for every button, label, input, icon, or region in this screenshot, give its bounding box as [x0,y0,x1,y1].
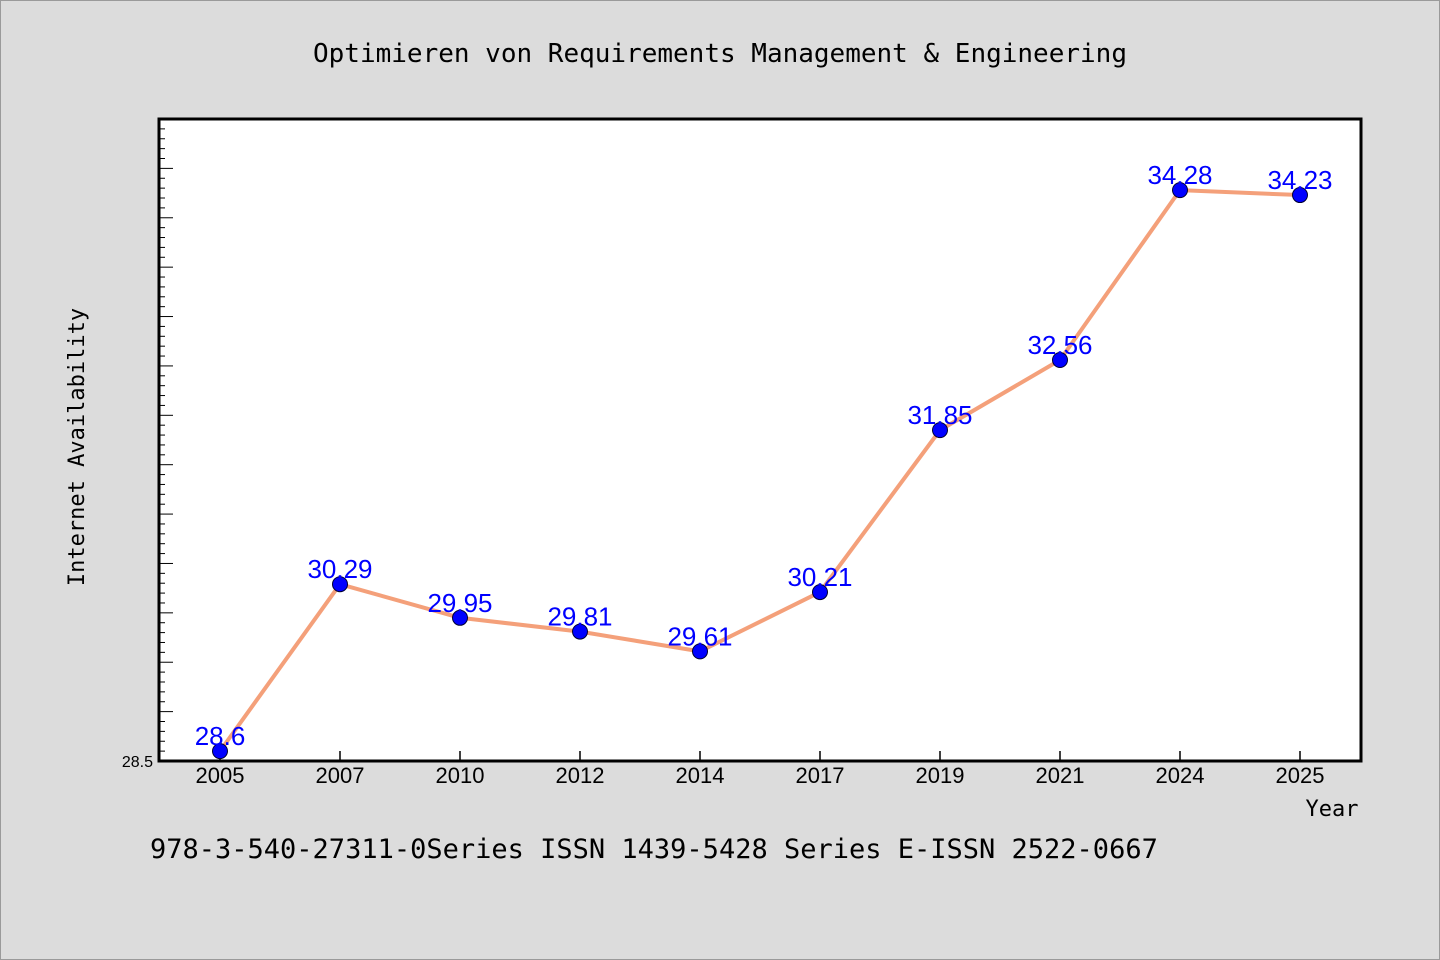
series-line [218,188,1301,753]
data-markers [212,182,1308,760]
y-axis-label: Internet Availability [65,308,90,586]
data-label: 32.56 [1027,330,1092,360]
data-labels: 28.6 30.29 29.95 29.81 29.61 30.21 31.85 32.56 3… [195,160,1333,751]
x-tick-label: 2005 [196,763,245,788]
data-label: 29.95 [427,588,492,618]
data-point [1292,187,1308,204]
data-label: 29.81 [547,602,612,632]
x-tick-label: 2014 [676,763,725,788]
data-point [812,584,828,601]
plot-area [157,117,1363,763]
data-point [332,576,348,593]
x-tick-label: 2012 [556,763,605,788]
data-point [452,609,468,626]
chart-title: Optimieren von Requirements Management &… [313,39,1127,69]
data-label: 31.85 [907,400,972,430]
data-label: 34.23 [1267,165,1332,195]
data-point [932,422,948,439]
x-tick-label: 2017 [796,763,845,788]
x-axis-label: Year [1306,797,1359,822]
x-tick-label: 2019 [916,763,965,788]
y-axis-tick-labels: 28.5 [122,754,153,771]
y-minor-ticks [159,118,173,762]
x-tick-label: 2024 [1156,763,1205,788]
data-label: 34.28 [1147,160,1212,190]
data-label: 30.21 [787,562,852,592]
x-tick-label: 2007 [316,763,365,788]
x-tick-label: 2010 [436,763,485,788]
x-tick-label: 2025 [1276,763,1325,788]
data-label: 29.61 [667,621,732,651]
data-label: 28.6 [195,721,246,751]
y-tick-label: 28.5 [122,754,153,771]
x-axis-tick-labels: 2005 2007 2010 2012 2014 2017 2019 2021 2024 2025 [196,763,1325,788]
data-point [1052,351,1068,368]
data-point [692,643,708,660]
x-tick-label: 2021 [1036,763,1085,788]
data-point [212,743,228,760]
footer-text: 978-3-540-27311-0Series ISSN 1439-5428 S… [150,834,1158,865]
data-point [1172,182,1188,199]
data-label: 30.29 [307,554,372,584]
data-point [572,623,588,640]
